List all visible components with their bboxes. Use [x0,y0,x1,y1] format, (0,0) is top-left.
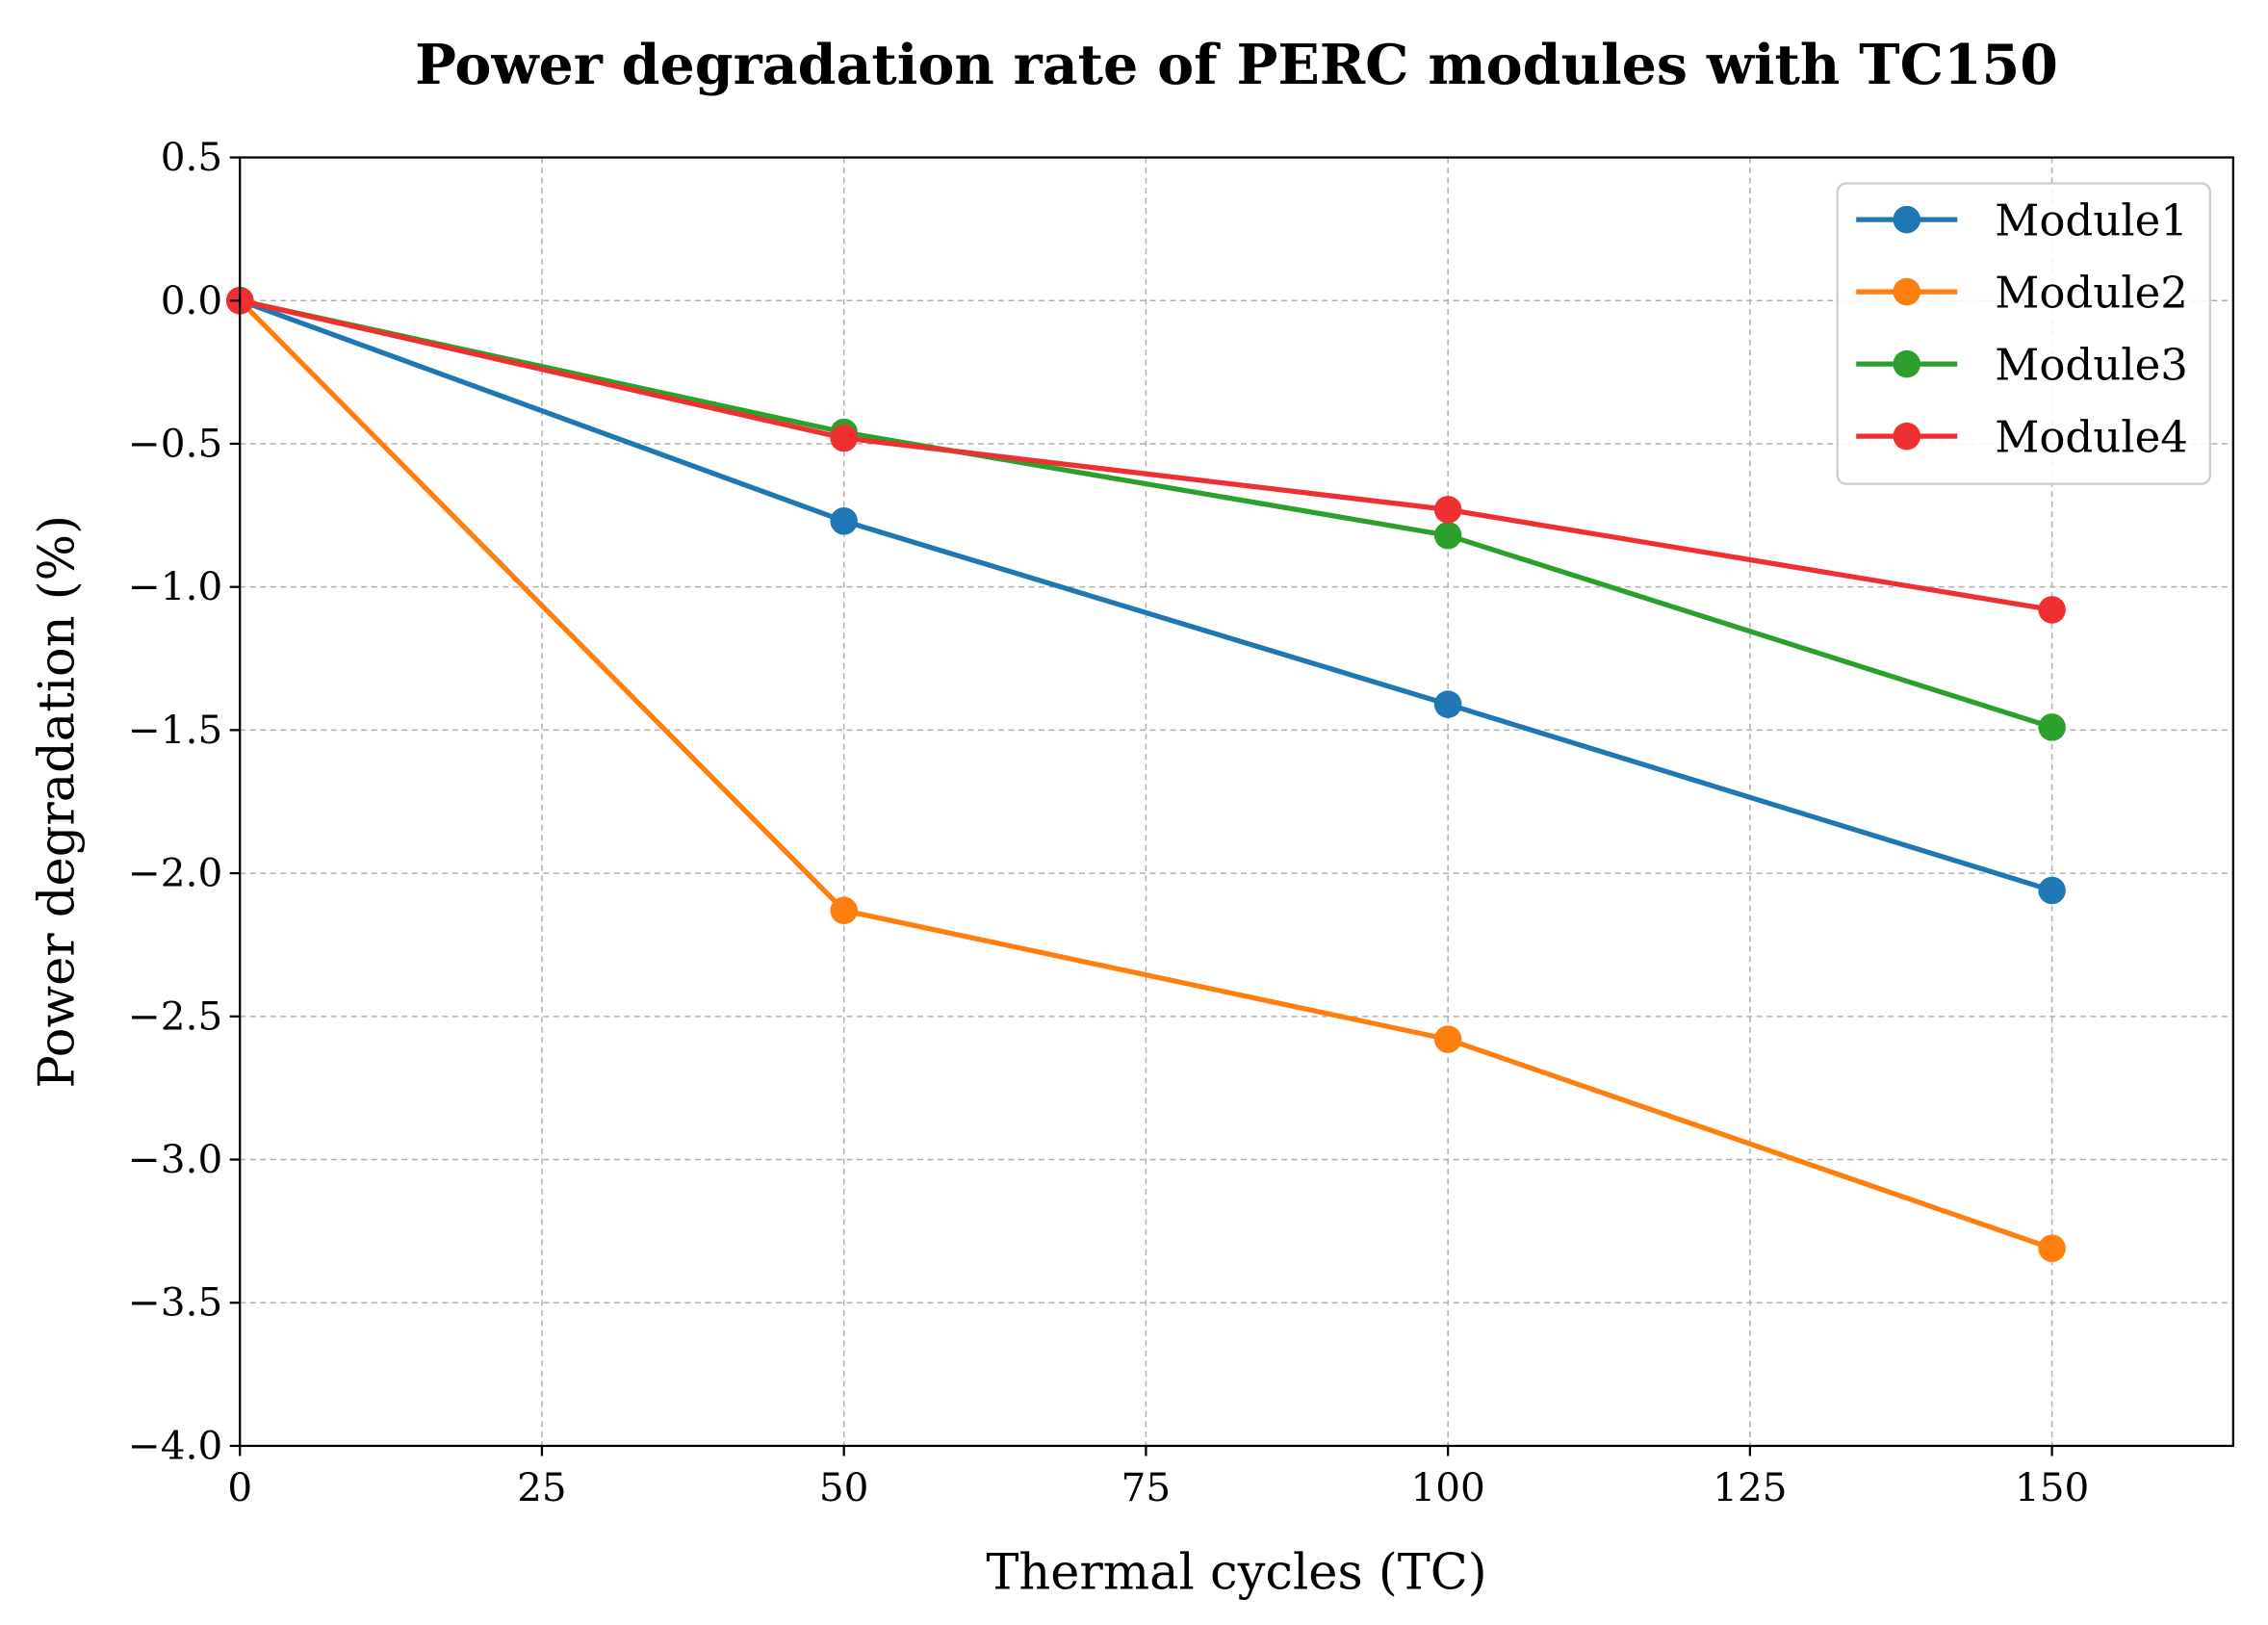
legend-label: Module2 [1995,268,2188,319]
legend-marker [1893,277,1920,306]
legend-label: Module4 [1995,412,2188,463]
legend-marker [1893,422,1920,451]
y-tick-label: 0.5 [161,134,222,180]
series-line [238,298,2053,1251]
series-line [239,297,2053,730]
data-point [2038,596,2066,624]
chart-title: Power degradation rate of PERC modules w… [415,33,2058,97]
legend-label: Module1 [1995,195,2188,246]
data-point [1433,690,1462,718]
y-tick-label: −4.0 [128,1422,222,1468]
series-line [239,297,2053,613]
y-axis-label: Power degradation (%) [30,515,87,1089]
y-tick-label: −3.5 [128,1279,222,1326]
y-tick-label: −1.0 [128,563,222,609]
data-point [2038,713,2066,741]
x-tick-label: 0 [227,1464,252,1510]
data-point [2038,876,2066,905]
legend-marker [1893,205,1920,234]
legend: Module1 Module2 Module3 Module4 [1836,182,2211,485]
x-tick-label: 75 [1121,1464,1172,1510]
legend-item: Module2 [1856,268,2188,319]
x-tick-label: 125 [1713,1464,1787,1510]
y-tick-label: −2.5 [128,993,222,1039]
series-line [239,297,2053,893]
y-tick-label: −3.0 [128,1136,222,1182]
x-axis-label: Thermal cycles (TC) [986,1544,1486,1601]
data-point [2038,1234,2066,1262]
y-tick-label: −2.0 [128,850,222,896]
ticks: 0 25 50 75 100 125 150 0.5 0.0 −0.5 −1.0 −1.5 −2.0 −2… [128,134,2089,1510]
y-tick-label: 0.0 [161,277,222,323]
x-tick-label: 150 [2015,1464,2089,1510]
legend-item: Module4 [1856,412,2188,463]
data-point [830,896,858,925]
y-tick-label: −0.5 [128,420,222,466]
data-point [1433,521,1462,550]
legend-marker [1893,349,1920,378]
series-module4 [225,287,2066,624]
x-tick-label: 25 [517,1464,567,1510]
legend-label: Module3 [1995,340,2188,391]
data-point [830,424,858,452]
legend-item: Module1 [1856,195,2188,246]
data-point [830,507,858,535]
x-tick-label: 50 [819,1464,869,1510]
data-point [1433,496,1462,524]
data-point [1433,1025,1462,1053]
plot-frame [239,156,2234,1448]
legend-box [1836,182,2211,485]
y-tick-label: −1.5 [128,707,222,753]
legend-item: Module3 [1856,340,2188,391]
x-tick-label: 100 [1410,1464,1484,1510]
